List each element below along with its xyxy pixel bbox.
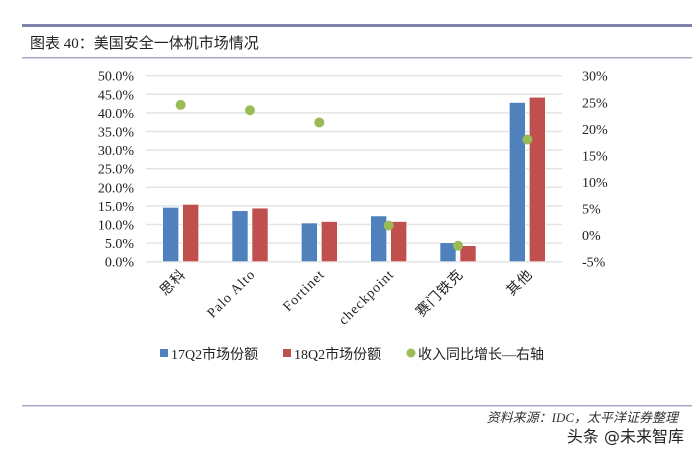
left-tick-label: 30.0% [98, 144, 135, 159]
category-label: Palo Alto [205, 267, 259, 321]
bar-17q2 [370, 215, 387, 263]
growth-point [453, 240, 463, 251]
left-tick-label: 10.0% [98, 219, 135, 234]
legend-marker [406, 348, 416, 358]
bar-18q2 [182, 204, 199, 263]
source-note: 资料来源：IDC，太平洋证券整理 [487, 410, 680, 425]
bottom-rule [22, 405, 692, 407]
right-tick-label: 25% [582, 96, 608, 111]
bar-17q2 [231, 210, 249, 262]
left-tick-label: 20.0% [98, 181, 135, 196]
category-labels: 思科 Palo Alto Fortinet checkpoint 赛门铁克 其他 [157, 267, 536, 329]
growth-points [175, 99, 533, 251]
legend-label: 18Q2市场份额 [294, 346, 381, 363]
legend-swatch [283, 349, 291, 357]
bar-17q2 [162, 207, 179, 263]
left-tick-label: 50.0% [98, 70, 135, 85]
bars [162, 96, 546, 263]
bar-17q2 [301, 222, 318, 262]
right-tick-label: 0% [582, 229, 601, 244]
left-tick-label: 5.0% [105, 237, 135, 252]
bar-18q2 [459, 245, 477, 262]
top-rule [22, 24, 692, 27]
bar-17q2 [509, 102, 526, 263]
title-rule [22, 57, 692, 59]
category-label: Fortinet [281, 267, 329, 315]
right-tick-label: 30% [582, 70, 608, 85]
left-axis-ticks: 0.0% 5.0% 10.0% 15.0% 20.0% 25.0% 30.0% 35.0% 40… [98, 70, 135, 271]
bar-18q2 [529, 96, 546, 262]
growth-point [383, 220, 394, 231]
growth-point [175, 99, 186, 110]
left-tick-label: 35.0% [98, 126, 135, 141]
left-tick-label: 15.0% [98, 200, 135, 215]
bar-18q2 [251, 207, 269, 263]
bar-18q2 [390, 221, 407, 263]
category-label: 其他 [504, 267, 537, 300]
gridlines [146, 74, 562, 263]
legend-label: 收入同比增长—右轴 [418, 347, 544, 363]
right-axis-ticks: -5% 0% 5% 10% 15% 20% 25% 30% [582, 70, 608, 271]
right-tick-label: -5% [582, 256, 606, 271]
legend-swatch [160, 349, 168, 357]
bar-17q2 [439, 242, 457, 262]
bar-18q2 [321, 221, 338, 263]
category-label: 赛门铁克 [413, 267, 467, 321]
growth-point [522, 134, 533, 145]
left-tick-label: 0.0% [105, 256, 135, 271]
legend: 17Q2市场份额 18Q2市场份额 收入同比增长—右轴 [160, 346, 544, 363]
right-tick-label: 5% [582, 203, 601, 218]
legend-label: 17Q2市场份额 [171, 346, 258, 363]
left-tick-label: 40.0% [98, 107, 135, 122]
left-tick-label: 25.0% [98, 163, 135, 178]
category-label: checkpoint [336, 267, 397, 328]
growth-point [245, 105, 255, 116]
right-tick-label: 15% [582, 149, 608, 164]
watermark: 头条 @未来智库 [567, 427, 684, 446]
category-label: 思科 [157, 267, 190, 300]
left-tick-label: 45.0% [98, 88, 135, 103]
growth-point [314, 117, 325, 128]
right-tick-label: 20% [582, 123, 608, 138]
right-tick-label: 10% [582, 176, 608, 191]
figure-title: 图表 40：美国安全一体机市场情况 [30, 34, 259, 52]
